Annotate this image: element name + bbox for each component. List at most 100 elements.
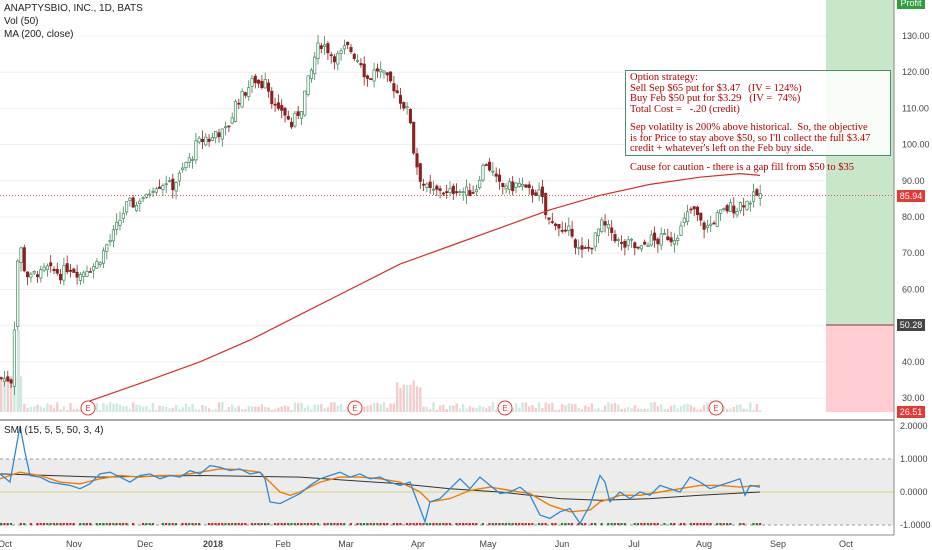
volume-bar: [759, 409, 762, 412]
volume-bar: [666, 409, 669, 412]
volume-bar: [0, 376, 3, 412]
volume-bar: [392, 403, 396, 412]
volume-bar: [33, 406, 36, 412]
earnings-marker[interactable]: [497, 400, 513, 416]
candle-body: [752, 191, 756, 202]
smi-dot: [165, 523, 168, 526]
candle-body: [725, 205, 729, 212]
price-tick-label: 40.00: [902, 357, 925, 367]
volume-bar: [198, 409, 201, 412]
volume-bar: [148, 409, 151, 412]
smi-dot: [475, 523, 478, 526]
volume-bar: [273, 409, 277, 412]
candle-body: [732, 205, 736, 214]
volume-bar: [122, 406, 125, 412]
volume-bar: [729, 408, 732, 412]
smi-dot: [72, 523, 75, 526]
volume-bar: [518, 407, 521, 412]
smi-dot: [141, 523, 145, 526]
smi-dot: [521, 523, 524, 526]
candle-body: [385, 72, 389, 76]
volume-bar: [277, 407, 280, 412]
volume-bar: [584, 405, 587, 412]
smi-dot: [132, 523, 135, 526]
candle-body: [82, 272, 86, 277]
smi-dot: [0, 523, 3, 526]
candle-body: [507, 181, 511, 191]
volume-bar: [283, 405, 287, 412]
smi-dot: [722, 523, 725, 526]
ma-200-line: [87, 172, 761, 403]
candle-body: [755, 189, 759, 196]
option-strategy-note[interactable]: Option strategy: Sell Sep $65 put for $3…: [625, 70, 891, 172]
candle-body: [389, 71, 393, 82]
candle-body: [2, 378, 7, 382]
price-tick-label: 70.00: [902, 248, 925, 258]
smi-dot: [600, 523, 603, 526]
candle-body: [682, 217, 686, 223]
candle-body: [85, 270, 89, 277]
candle-body: [587, 246, 591, 249]
smi-dot: [623, 523, 626, 526]
candle-body: [620, 241, 624, 244]
volume-bar: [679, 406, 683, 412]
volume-bar: [145, 406, 148, 412]
smi-dot: [303, 523, 306, 526]
earnings-marker[interactable]: [347, 400, 363, 416]
volume-bar: [161, 406, 165, 412]
candle-body: [349, 47, 353, 53]
smi-dot: [683, 523, 686, 526]
smi-main-line: [0, 425, 761, 525]
volume-bar: [590, 403, 594, 412]
candle-body: [481, 165, 485, 181]
time-tick-label: Oct: [0, 539, 12, 549]
volume-bar: [118, 404, 122, 412]
volume-bar: [389, 403, 392, 412]
volume-bar: [650, 402, 653, 412]
candle-body: [445, 191, 449, 194]
candle-body: [738, 202, 742, 211]
smi-dot: [231, 523, 234, 526]
candle-body: [517, 182, 521, 187]
volume-bar: [316, 404, 320, 412]
earnings-marker[interactable]: [80, 400, 96, 416]
smi-dot: [207, 523, 211, 526]
candle-body: [98, 262, 102, 266]
volume-bar: [452, 405, 455, 412]
volume-bar: [26, 408, 29, 412]
candle-body: [596, 228, 601, 237]
smi-dot: [491, 523, 494, 526]
volume-bar: [643, 408, 646, 412]
smi-dot: [468, 523, 471, 526]
volume-bar: [429, 409, 432, 412]
candle-body: [250, 77, 254, 87]
volume-bar: [640, 408, 643, 412]
candle-body: [177, 172, 181, 182]
volume-bar: [739, 404, 742, 412]
volume-bar: [39, 406, 42, 412]
volume-bar: [42, 408, 46, 412]
smi-dot: [495, 523, 498, 526]
volume-bar: [660, 404, 663, 412]
smi-dot: [498, 523, 501, 526]
candle-body: [220, 128, 224, 140]
candle-body: [554, 223, 558, 227]
smi-dot: [504, 523, 508, 526]
volume-bar: [369, 404, 372, 412]
smi-dot: [264, 523, 267, 526]
volume-bar: [514, 403, 518, 412]
candle-body: [497, 174, 502, 182]
earnings-marker[interactable]: [708, 400, 724, 416]
candle-body: [639, 245, 643, 250]
volume-bar: [211, 409, 214, 412]
candle-body: [537, 189, 541, 197]
smi-dot: [356, 523, 359, 526]
time-tick-label: Feb: [275, 539, 291, 549]
smi-dot: [636, 523, 640, 526]
smi-dot: [669, 523, 673, 526]
candle-body: [329, 54, 333, 57]
volume-bar: [6, 376, 9, 412]
volume-bar: [293, 402, 297, 412]
